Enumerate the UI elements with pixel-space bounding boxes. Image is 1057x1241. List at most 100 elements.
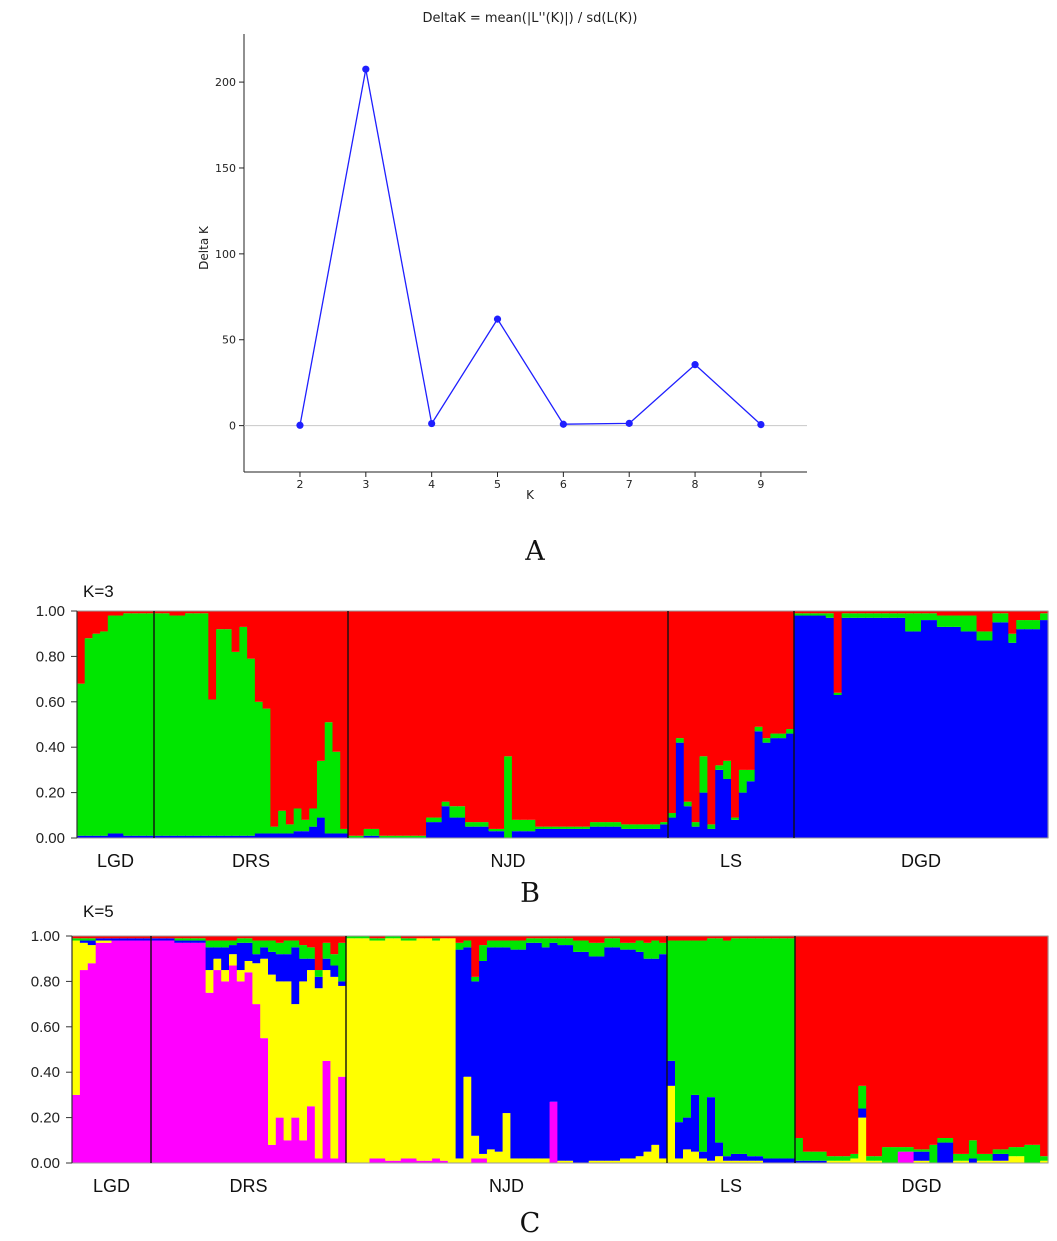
cluster-segment	[874, 1160, 883, 1163]
cluster-segment	[223, 629, 233, 836]
cluster-segment	[205, 940, 214, 948]
individual-bar	[976, 936, 986, 1163]
cluster-segment	[992, 1153, 1002, 1161]
cluster-segment	[779, 938, 788, 1159]
cluster-segment	[659, 942, 668, 955]
cluster-segment	[628, 828, 638, 838]
cluster-segment	[675, 936, 684, 941]
cluster-segment	[953, 1160, 962, 1163]
cluster-segment	[314, 970, 324, 977]
cluster-segment	[135, 938, 144, 941]
individual-bar	[338, 936, 347, 1163]
cluster-segment	[574, 828, 583, 838]
cluster-segment	[675, 611, 685, 739]
individual-bar	[849, 611, 859, 838]
cluster-segment	[574, 611, 583, 827]
cluster-segment	[715, 1156, 724, 1163]
cluster-segment	[77, 835, 86, 838]
cluster-segment	[185, 611, 194, 614]
cluster-segment	[200, 835, 209, 838]
cluster-segment	[992, 613, 1001, 623]
individual-bar	[1024, 936, 1033, 1163]
individual-bar	[651, 936, 660, 1163]
cluster-segment	[151, 936, 160, 939]
cluster-segment	[675, 738, 685, 743]
cluster-segment	[566, 611, 575, 827]
cluster-segment	[858, 1085, 867, 1109]
cluster-segment	[809, 615, 819, 838]
individual-bar	[424, 936, 433, 1163]
cluster-segment	[604, 936, 613, 939]
cluster-segment	[738, 611, 748, 770]
individual-bar	[984, 936, 994, 1163]
cluster-segment	[929, 936, 938, 1145]
cluster-segment	[588, 942, 598, 957]
cluster-segment	[683, 940, 692, 1118]
cluster-segment	[387, 835, 396, 838]
panel-label-b: B	[520, 878, 540, 909]
cluster-segment	[355, 611, 365, 836]
cluster-segment	[535, 828, 544, 838]
cluster-segment	[905, 613, 914, 632]
cluster-segment	[526, 1158, 535, 1163]
cluster-segment	[1016, 620, 1025, 630]
k3-bars	[77, 611, 1049, 838]
cluster-segment	[731, 1160, 740, 1163]
cluster-segment	[549, 936, 558, 939]
cluster-segment	[197, 938, 207, 941]
cluster-segment	[87, 938, 97, 941]
cluster-segment	[596, 1160, 605, 1163]
cluster-segment	[849, 613, 859, 618]
cluster-segment	[605, 822, 614, 827]
cluster-segment	[558, 826, 568, 829]
cluster-segment	[976, 936, 986, 1154]
cluster-segment	[984, 936, 994, 1154]
cluster-segment	[667, 1060, 676, 1086]
cluster-segment	[432, 936, 441, 939]
cluster-segment	[270, 611, 279, 827]
individual-bar	[95, 936, 105, 1163]
cluster-segment	[455, 942, 465, 950]
individual-bar	[707, 611, 716, 838]
individual-bar	[857, 611, 867, 838]
individual-bar	[763, 936, 772, 1163]
individual-bar	[260, 936, 269, 1163]
cluster-segment	[818, 936, 828, 1152]
cluster-segment	[486, 940, 496, 948]
individual-bar	[589, 611, 599, 838]
cluster-segment	[410, 611, 419, 836]
individual-bar	[392, 936, 402, 1163]
individual-bar	[511, 611, 521, 838]
y-tick-label: 0.40	[36, 739, 65, 756]
individual-bar	[1016, 936, 1025, 1163]
cluster-segment	[486, 1149, 496, 1163]
individual-bar	[236, 936, 246, 1163]
cluster-segment	[778, 738, 787, 838]
individual-bar	[747, 936, 756, 1163]
delta-k-y-axis-label: Delta K	[197, 225, 211, 270]
individual-bar	[439, 936, 449, 1163]
cluster-segment	[889, 617, 898, 838]
cluster-segment	[471, 1135, 480, 1159]
y-tick-label: 0.40	[31, 1064, 60, 1081]
individual-bar	[519, 611, 529, 838]
cluster-segment	[231, 835, 240, 838]
cluster-segment	[596, 956, 605, 1161]
cluster-segment	[699, 940, 708, 1152]
cluster-segment	[858, 1117, 867, 1163]
cluster-segment	[138, 611, 147, 614]
individual-bar	[636, 611, 646, 838]
individual-bar	[913, 611, 922, 838]
individual-bar	[675, 936, 684, 1163]
individual-bar	[691, 611, 701, 838]
individual-bar	[779, 936, 788, 1163]
cluster-segment	[582, 828, 591, 838]
individual-bar	[353, 936, 363, 1163]
cluster-segment	[565, 936, 574, 939]
cluster-segment	[881, 936, 891, 1148]
cluster-segment	[496, 611, 505, 829]
cluster-segment	[715, 936, 724, 939]
individual-bar	[667, 936, 676, 1163]
cluster-segment	[371, 828, 380, 836]
cluster-segment	[810, 936, 820, 1152]
